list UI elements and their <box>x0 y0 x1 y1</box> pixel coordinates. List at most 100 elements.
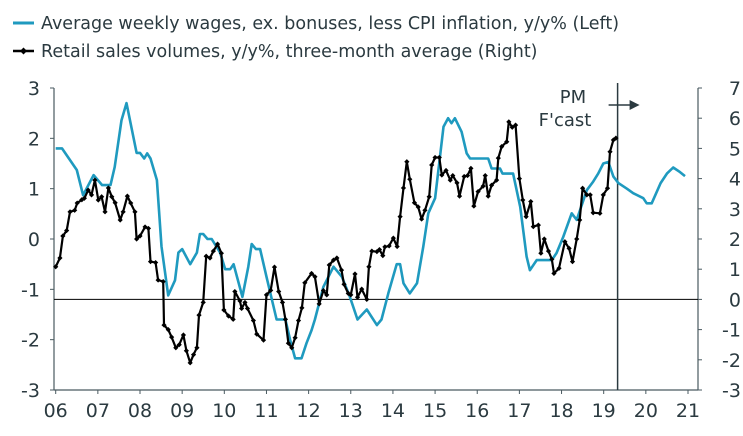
data-point-retail <box>147 259 154 265</box>
data-point-retail <box>326 262 332 268</box>
data-point-retail <box>577 217 583 223</box>
data-point-retail <box>292 335 298 341</box>
forecast-arrow-head <box>629 100 640 110</box>
data-point-retail <box>386 243 392 249</box>
series-line-wages <box>55 101 686 360</box>
data-point-retail <box>512 122 519 128</box>
data-point-retail <box>271 264 278 270</box>
y-left-tick-label: 0 <box>28 229 40 251</box>
data-point-retail <box>200 299 206 306</box>
data-point-retail <box>443 167 449 174</box>
forecast-arrow-icon <box>608 100 640 110</box>
data-point-retail <box>613 135 619 141</box>
data-point-retail <box>607 149 613 155</box>
x-tick-label: 13 <box>339 400 363 422</box>
data-point-retail <box>471 203 477 209</box>
data-point-retail <box>320 288 326 294</box>
data-point-retail <box>330 257 337 263</box>
data-point-retail <box>569 259 576 265</box>
data-point-retail <box>153 259 159 266</box>
legend: Average weekly wages, ex. bonuses, less … <box>13 14 619 62</box>
y-right-tick-label: -1 <box>722 320 741 342</box>
x-tick-label: 14 <box>381 400 405 422</box>
x-tick-label: 15 <box>423 400 447 422</box>
data-point-retail <box>376 246 383 253</box>
data-point-retail <box>85 187 91 193</box>
data-point-retail <box>415 204 421 210</box>
data-point-retail <box>566 245 572 251</box>
data-point-retail <box>488 182 495 188</box>
data-point-retail <box>468 165 474 171</box>
data-point-retail <box>394 243 400 250</box>
data-point-retail <box>494 177 500 183</box>
y-left-tick-label: 1 <box>28 179 40 201</box>
data-point-retail <box>482 172 488 179</box>
data-point-retail <box>584 192 590 198</box>
data-point-retail <box>587 192 593 198</box>
data-point-retail <box>254 331 260 337</box>
y-right-tick-label: -3 <box>722 380 741 402</box>
data-point-retail <box>549 256 555 262</box>
data-point-retail <box>439 172 445 178</box>
data-point-retail <box>145 225 152 232</box>
data-point-retail <box>176 342 182 348</box>
data-point-retail <box>190 352 197 358</box>
x-tick-label: 21 <box>676 400 700 422</box>
data-point-retail <box>282 316 289 322</box>
y-left-tick-label: 2 <box>28 128 40 150</box>
data-point-retail <box>194 345 200 351</box>
x-tick-label: 17 <box>507 400 531 422</box>
data-point-retail <box>308 270 315 277</box>
data-point-retail <box>57 255 63 261</box>
data-point-retail <box>276 288 282 295</box>
data-point-retail <box>137 233 143 239</box>
data-point-retail <box>574 236 580 242</box>
x-tick-label: 19 <box>592 400 616 422</box>
data-point-retail <box>464 172 471 179</box>
plot-area <box>53 101 686 366</box>
data-point-retail <box>324 292 330 298</box>
y-right-tick-label: 3 <box>729 199 741 221</box>
x-tick-label: 18 <box>549 400 573 422</box>
legend-marker-retail <box>20 47 27 55</box>
data-point-retail <box>165 327 171 333</box>
data-point-retail <box>604 185 611 191</box>
data-point-retail <box>407 176 413 182</box>
data-point-retail <box>404 159 410 165</box>
data-point-retail <box>210 248 216 254</box>
data-point-retail <box>102 209 108 215</box>
x-tick-label: 12 <box>297 400 321 422</box>
y-left-tick-label: -3 <box>21 380 40 402</box>
data-point-retail <box>422 207 428 213</box>
data-point-retail <box>160 278 166 285</box>
data-point-retail <box>506 119 512 125</box>
data-point-retail <box>450 172 456 179</box>
data-point-retail <box>173 345 179 351</box>
data-point-retail <box>155 277 161 283</box>
data-point-retail <box>382 244 388 250</box>
data-point-retail <box>400 185 407 191</box>
data-point-retail <box>562 239 568 245</box>
legend-label-retail: Retail sales volumes, y/y%, three-month … <box>41 42 538 62</box>
data-point-retail <box>88 192 95 198</box>
data-point-retail <box>299 305 305 311</box>
data-point-retail <box>504 139 510 145</box>
data-point-retail <box>485 193 491 199</box>
x-tick-label: 07 <box>86 400 110 422</box>
y-right-tick-label: 2 <box>729 229 741 251</box>
data-point-retail <box>99 194 105 200</box>
data-point-retail <box>183 348 189 354</box>
data-point-retail <box>242 299 248 306</box>
data-point-retail <box>341 281 347 287</box>
data-point-retail <box>338 267 345 273</box>
data-point-retail <box>354 294 361 300</box>
data-point-retail <box>316 301 322 307</box>
x-tick-label: 06 <box>44 400 68 422</box>
data-point-retail <box>263 292 270 298</box>
data-point-retail <box>237 298 243 304</box>
data-point-retail <box>117 217 123 223</box>
x-tick-label: 11 <box>254 400 278 422</box>
y-right-tick-label: 0 <box>729 289 741 311</box>
data-point-retail <box>348 292 354 298</box>
